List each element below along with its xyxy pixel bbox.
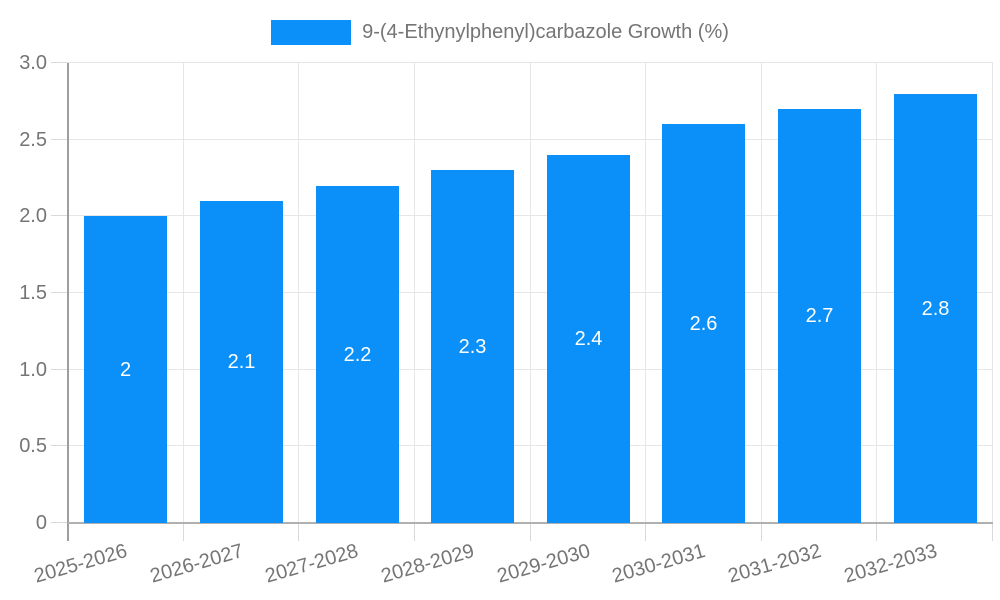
bar-value-label: 2: [119, 358, 132, 381]
y-axis-line: [67, 63, 69, 541]
y-axis-tick-label: 1.5: [19, 282, 47, 304]
y-axis-tick-label: 1.0: [19, 359, 47, 381]
bar[interactable]: 2.2: [316, 186, 399, 523]
y-axis-tick-label: 3.0: [19, 52, 47, 74]
x-axis-tick: [298, 523, 299, 541]
bar[interactable]: 2.8: [894, 94, 977, 523]
legend-label[interactable]: 9-(4-Ethynylphenyl)carbazole Growth (%): [362, 20, 729, 43]
legend: 9-(4-Ethynylphenyl)carbazole Growth (%): [0, 18, 1000, 46]
x-axis-tick: [876, 523, 877, 541]
gridline-vertical: [414, 63, 415, 523]
x-axis-category-label: 2030-2031: [609, 540, 709, 588]
gridline-vertical: [530, 63, 531, 523]
y-axis-tick-label: 0: [35, 512, 47, 534]
bar-value-label: 2.8: [921, 297, 950, 320]
bar-value-label: 2.3: [458, 335, 487, 358]
bar[interactable]: 2: [84, 216, 167, 523]
x-axis-category-label: 2026-2027: [147, 540, 246, 588]
bar-value-label: 2.2: [343, 343, 372, 366]
x-axis-tick: [761, 523, 762, 541]
gridline-vertical: [645, 63, 646, 523]
x-axis-category-label: 2027-2028: [263, 540, 362, 588]
gridline-vertical: [183, 63, 184, 523]
y-axis-tick: [51, 522, 68, 523]
x-axis-category-label: 2031-2032: [725, 540, 824, 588]
y-axis-tick: [51, 62, 68, 63]
y-axis-tick: [51, 445, 68, 446]
y-axis-tick-label: 2.0: [19, 205, 47, 227]
y-axis-tick: [51, 215, 68, 216]
y-axis-tick: [51, 292, 68, 293]
x-axis-category-label: 2032-2033: [841, 540, 940, 588]
bar[interactable]: 2.7: [778, 109, 861, 523]
y-axis-tick-label: 0.5: [19, 435, 47, 457]
x-axis-category-label: 2028-2029: [378, 540, 477, 588]
bar[interactable]: 2.4: [547, 155, 630, 523]
bar-value-label: 2.1: [227, 351, 256, 373]
y-axis-tick: [51, 139, 68, 140]
legend-swatch-icon[interactable]: [271, 19, 352, 45]
x-axis-category-label: 2025-2026: [31, 540, 130, 588]
x-axis-tick: [414, 523, 415, 541]
bar[interactable]: 2.1: [200, 201, 283, 523]
gridline-vertical: [876, 63, 877, 523]
gridline-vertical: [761, 63, 762, 523]
plot-area: 0 0.5 1.0 1.5 2.0 2.5 3.0 2 2.1 2.2 2.3 2.4 2.6 2.7 2.…: [19, 52, 993, 588]
gridline-vertical: [992, 63, 993, 523]
x-axis-tick: [183, 523, 184, 541]
bar-value-label: 2.4: [574, 328, 603, 350]
bar-value-label: 2.7: [805, 305, 834, 327]
bar[interactable]: 2.3: [431, 170, 514, 523]
bar[interactable]: 2.6: [662, 124, 745, 523]
gridline-vertical: [298, 63, 299, 523]
x-axis-tick: [530, 523, 531, 541]
bar-value-label: 2.6: [689, 312, 718, 335]
x-axis-tick: [992, 523, 993, 541]
y-axis-tick-label: 2.5: [19, 129, 47, 151]
x-axis-tick: [645, 523, 646, 541]
y-axis-tick: [51, 369, 68, 370]
x-axis-line: [68, 522, 993, 524]
x-axis-category-label: 2029-2030: [494, 540, 593, 588]
gridline-horizontal: [68, 62, 993, 63]
